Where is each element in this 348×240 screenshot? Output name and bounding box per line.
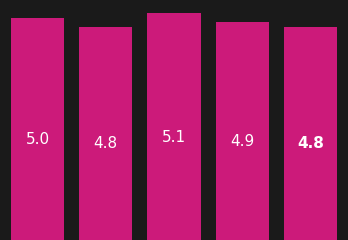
Bar <box>148 13 200 240</box>
Text: 5.0: 5.0 <box>25 132 50 148</box>
Bar <box>284 27 337 240</box>
Bar <box>79 27 132 240</box>
Bar <box>216 22 269 240</box>
Text: 5.1: 5.1 <box>162 131 186 145</box>
Text: 4.9: 4.9 <box>230 134 254 150</box>
Text: 4.8: 4.8 <box>94 137 118 151</box>
Text: 4.8: 4.8 <box>297 137 324 151</box>
Bar <box>11 18 64 240</box>
